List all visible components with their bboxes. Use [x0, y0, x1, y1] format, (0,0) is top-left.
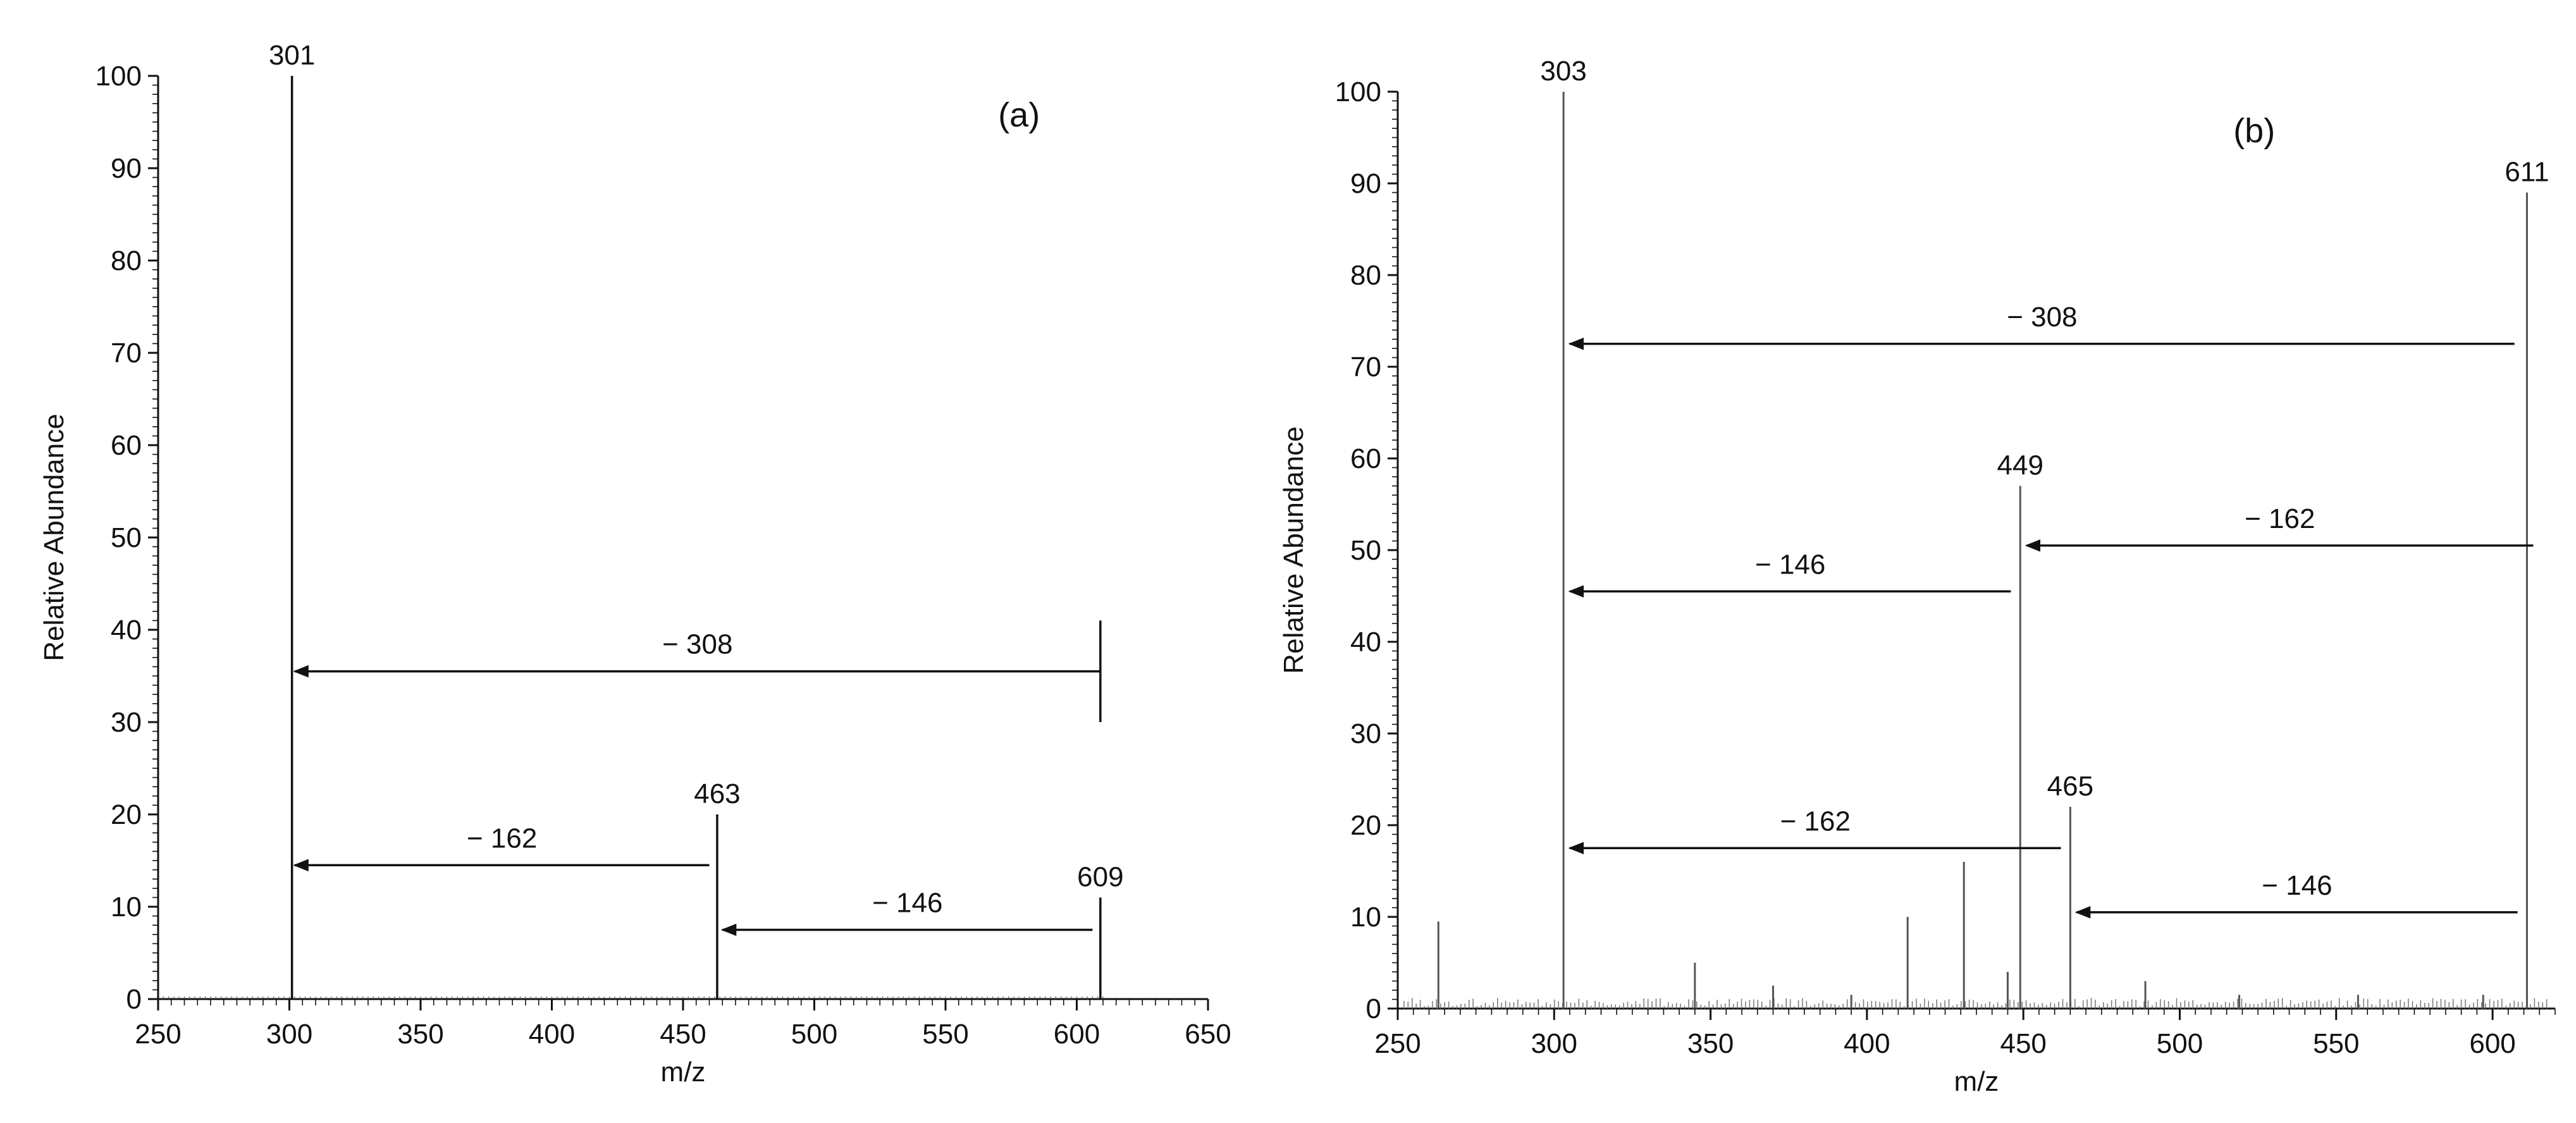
x-tick-label: 450: [660, 1019, 706, 1050]
panel-label: (b): [2233, 112, 2275, 150]
x-tick-label: 300: [266, 1019, 312, 1050]
arrow-label: − 308: [662, 629, 732, 660]
chart-panel-b: 0 10 20 30 40 50 60 70 80 90 100 250 300 350 400 450 500…: [1278, 56, 2556, 1097]
y-tick-label: 100: [1335, 77, 1381, 107]
peak-label: 609: [1077, 861, 1123, 892]
x-tick-label: 450: [2000, 1028, 2046, 1059]
y-tick-label: 0: [1366, 993, 1381, 1024]
peak-label: 611: [2505, 157, 2549, 188]
arrow-label: − 146: [1755, 549, 1825, 580]
y-axis-title: Relative Abundance: [1278, 426, 1309, 673]
y-axis-title: Relative Abundance: [39, 414, 70, 661]
peak-label: 449: [1997, 450, 2043, 481]
y-tick-label: 10: [111, 892, 142, 923]
baseline-noise: [163, 997, 1104, 999]
arrow-label: − 162: [1780, 806, 1851, 837]
y-tick-label: 70: [111, 338, 142, 369]
x-tick-label: 550: [2313, 1028, 2359, 1059]
y-tick-label: 90: [111, 153, 142, 184]
arrow-label: − 162: [467, 823, 537, 854]
peak-label: 301: [269, 40, 315, 71]
x-tick-label: 600: [2469, 1028, 2515, 1059]
x-axis-title: m/z: [1954, 1066, 1999, 1097]
y-tick-label: 40: [111, 615, 142, 646]
x-tick-label: 400: [529, 1019, 575, 1050]
y-tick-label: 80: [1350, 260, 1381, 291]
y-tick-label: 50: [1350, 535, 1381, 566]
x-tick-label: 350: [1687, 1028, 1734, 1059]
y-tick-label: 60: [111, 430, 142, 461]
peak-label: 463: [694, 778, 740, 809]
arrow-label: − 146: [2262, 870, 2332, 901]
x-tick-label: 300: [1531, 1028, 1577, 1059]
x-tick-label: 600: [1054, 1019, 1100, 1050]
x-tick-label: 250: [1374, 1028, 1420, 1059]
panel-label: (a): [998, 96, 1040, 134]
y-tick-label: 50: [111, 522, 142, 553]
x-tick-label: 550: [922, 1019, 968, 1050]
y-tick-label: 70: [1350, 352, 1381, 383]
y-tick-label: 30: [1350, 718, 1381, 749]
baseline-noise: [1403, 998, 2548, 1009]
y-tick-label: 20: [1350, 810, 1381, 841]
x-tick-label: 250: [135, 1019, 181, 1050]
chart-panel-a: 0 10 20 30 40 50 60 70 80 90 100 250 300 350 400 450 500…: [39, 40, 1231, 1088]
arrow-label: − 146: [872, 888, 942, 919]
y-tick-label: 60: [1350, 443, 1381, 474]
arrow-label: − 308: [2007, 302, 2077, 333]
x-tick-label: 500: [2157, 1028, 2203, 1059]
y-tick-label: 30: [111, 707, 142, 738]
x-tick-label: 500: [791, 1019, 837, 1050]
x-tick-label: 350: [397, 1019, 443, 1050]
x-tick-label: 400: [1844, 1028, 1890, 1059]
peak-label: 303: [1540, 56, 1586, 87]
y-tick-label: 10: [1350, 902, 1381, 933]
peak-label: 465: [2047, 771, 2093, 802]
y-tick-label: 80: [111, 245, 142, 276]
y-tick-label: 90: [1350, 168, 1381, 199]
x-tick-label: 650: [1185, 1019, 1231, 1050]
arrow-label: − 162: [2245, 503, 2315, 534]
y-tick-label: 40: [1350, 627, 1381, 658]
y-tick-label: 100: [96, 61, 142, 92]
y-tick-label: 0: [126, 984, 142, 1015]
x-axis-title: m/z: [661, 1057, 706, 1088]
y-tick-label: 20: [111, 799, 142, 830]
